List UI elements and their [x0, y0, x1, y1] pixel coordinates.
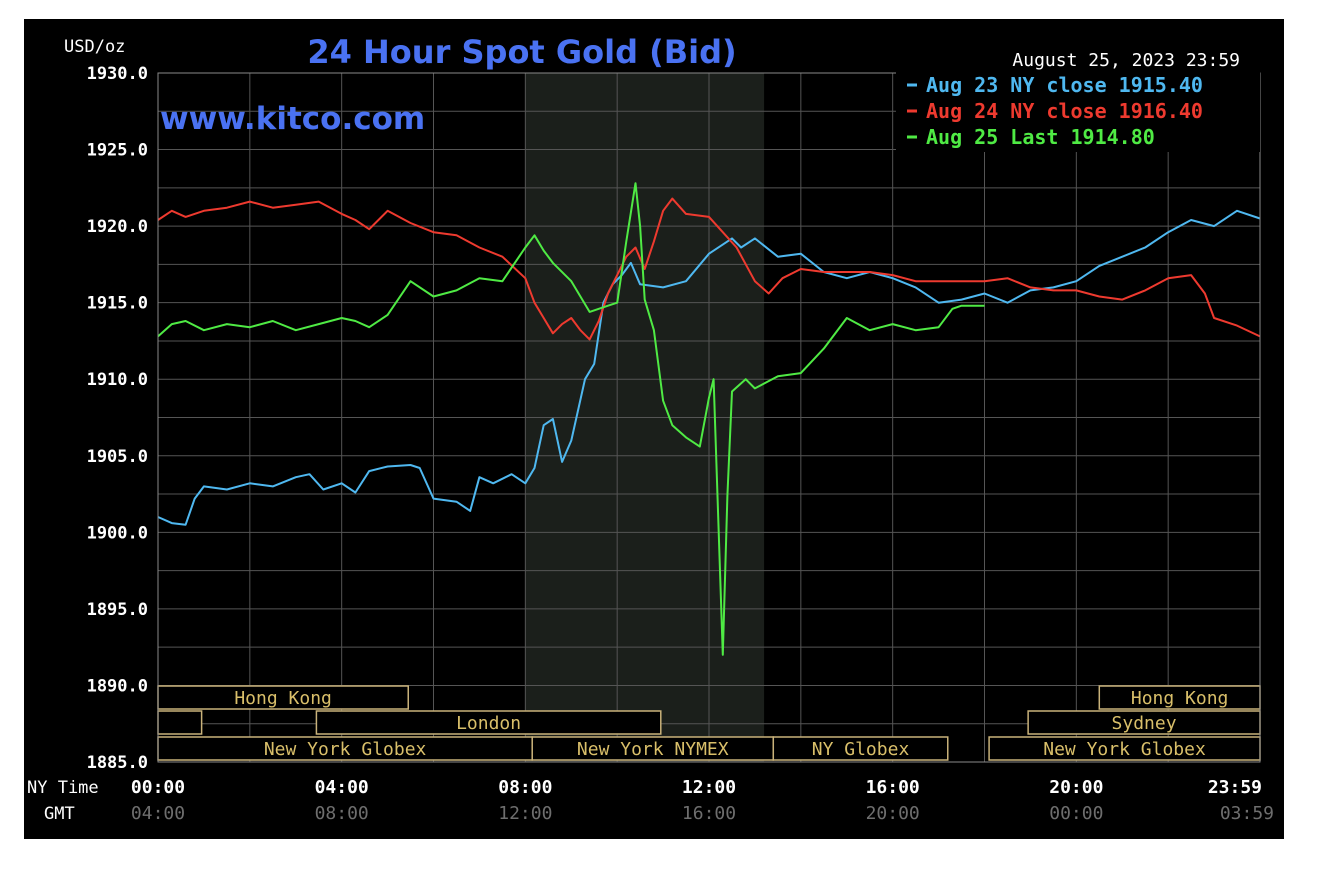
x-tick-label-gmt: 03:59 [1220, 803, 1274, 824]
session-bar-label: New York Globex [264, 739, 427, 760]
session-bar-box [157, 710, 203, 735]
session-bar-box [315, 710, 662, 735]
session-bar-label: London [456, 713, 521, 734]
x-tick-label-gmt: 00:00 [1049, 803, 1103, 824]
session-bar-label: Hong Kong [1131, 688, 1229, 709]
x-tick-label-gmt: 08:00 [315, 803, 369, 824]
series-line [157, 197, 1261, 341]
chart-frame: Hong Kong London New York Globex New York N… [24, 19, 1284, 839]
x-tick-label-gmt: 16:00 [682, 803, 736, 824]
legend: Aug 23 NY close 1915.40 Aug 24 NY close … [896, 72, 1260, 152]
x-tick-label-ny: 08:00 [498, 777, 552, 798]
watermark: www.kitco.com [160, 101, 425, 137]
x-tick-label-ny: 20:00 [1049, 777, 1103, 798]
plot-border [157, 72, 1261, 763]
x-tick-label-gmt: 04:00 [131, 803, 185, 824]
legend-entry: Aug 24 NY close 1916.40 [907, 99, 1203, 123]
session-bar: New York NYMEX [531, 736, 775, 761]
session-bar [157, 710, 203, 735]
x-tick-label-ny: 16:00 [866, 777, 920, 798]
y-axis-label: USD/oz [64, 37, 125, 57]
session-bar: Sydney [1027, 710, 1261, 735]
session-bar: New York Globex [988, 736, 1261, 761]
legend-label: Aug 24 NY close 1916.40 [926, 99, 1203, 123]
timestamp: August 25, 2023 23:59 [1012, 50, 1240, 71]
x-tick-label-gmt: 12:00 [498, 803, 552, 824]
y-tick-label: 1900.0 [87, 523, 148, 543]
x-tick-labels: 00:00 04:00 08:00 12:00 16:00 20:00 23:59 04:00… [131, 777, 1274, 824]
session-bar: Hong Kong [1098, 685, 1261, 710]
y-tick-labels: 1930.0 1925.0 1920.0 1915.0 1910.0 1905.0 1900… [87, 64, 148, 773]
x-tick-label-ny: 23:59 [1208, 777, 1262, 798]
series-line [157, 182, 985, 656]
x-tick-label-ny: 04:00 [315, 777, 369, 798]
x-tick-label-gmt: 20:00 [866, 803, 920, 824]
session-bar-label: Sydney [1112, 713, 1177, 734]
legend-box [896, 72, 1260, 152]
x-axis-gmt-label: GMT [44, 804, 75, 824]
session-bar: London [315, 710, 662, 735]
session-bar-box [772, 736, 949, 761]
y-tick-label: 1920.0 [87, 217, 148, 237]
session-bar-label: New York Globex [1043, 739, 1206, 760]
legend-label: Aug 25 Last 1914.80 [926, 125, 1155, 149]
y-tick-label: 1905.0 [87, 447, 148, 467]
session-bar: NY Globex [772, 736, 949, 761]
y-tick-label: 1910.0 [87, 370, 148, 390]
gold-chart: Hong Kong London New York Globex New York N… [27, 33, 1274, 824]
legend-entry: Aug 25 Last 1914.80 [907, 125, 1155, 149]
x-tick-label-ny: 00:00 [131, 777, 185, 798]
legend-entry: Aug 23 NY close 1915.40 [907, 73, 1203, 97]
session-bar: New York Globex [157, 736, 533, 761]
chart-title: 24 Hour Spot Gold (Bid) [307, 33, 736, 71]
y-tick-label: 1925.0 [87, 141, 148, 161]
session-bar-label: New York NYMEX [577, 739, 729, 760]
series-lines [157, 182, 1261, 656]
x-axis-ny-label: NY Time [27, 778, 99, 798]
y-tick-label: 1890.0 [87, 676, 148, 696]
y-tick-label: 1885.0 [87, 753, 148, 773]
legend-label: Aug 23 NY close 1915.40 [926, 73, 1203, 97]
y-tick-label: 1895.0 [87, 600, 148, 620]
session-bars: Hong Kong London New York Globex New York N… [157, 685, 1261, 761]
session-bar-label: Hong Kong [234, 688, 332, 709]
session-bar: Hong Kong [157, 685, 409, 710]
session-bar-label: NY Globex [812, 739, 910, 760]
x-tick-label-ny: 12:00 [682, 777, 736, 798]
y-tick-label: 1930.0 [87, 64, 148, 84]
y-tick-label: 1915.0 [87, 294, 148, 314]
grid [157, 72, 1261, 763]
